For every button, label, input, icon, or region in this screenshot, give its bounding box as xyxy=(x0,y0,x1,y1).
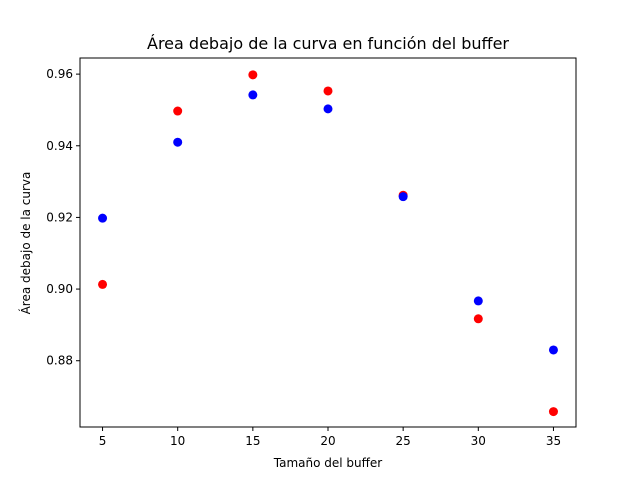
data-point xyxy=(248,90,258,100)
y-tick-label: 0.90 xyxy=(46,282,73,296)
data-point xyxy=(398,192,408,202)
y-axis-label: Área debajo de la curva xyxy=(18,172,33,315)
data-point xyxy=(548,345,558,355)
data-point xyxy=(548,407,558,417)
x-tick-label: 30 xyxy=(471,434,486,448)
data-point xyxy=(248,70,258,80)
x-tick-label: 25 xyxy=(396,434,411,448)
data-point xyxy=(473,314,483,324)
x-tick-label: 5 xyxy=(99,434,107,448)
data-point xyxy=(473,296,483,306)
data-point xyxy=(98,213,108,223)
x-tick-label: 10 xyxy=(170,434,185,448)
x-axis-label: Tamaño del buffer xyxy=(273,456,383,470)
data-point xyxy=(323,104,333,114)
data-point xyxy=(173,106,183,116)
chart-title: Área debajo de la curva en función del b… xyxy=(147,34,509,53)
y-tick-label: 0.92 xyxy=(46,210,73,224)
x-tick-label: 20 xyxy=(320,434,335,448)
y-tick-label: 0.94 xyxy=(46,139,73,153)
x-tick-label: 35 xyxy=(546,434,561,448)
x-tick-label: 15 xyxy=(245,434,260,448)
y-tick-label: 0.88 xyxy=(46,354,73,368)
data-point xyxy=(323,86,333,96)
data-point xyxy=(98,279,108,289)
data-point xyxy=(173,137,183,147)
y-tick-label: 0.96 xyxy=(46,67,73,81)
plot-area: 5 10 15 20 25 30 35 0.88 0.90 0.92 0.94 0.96 xyxy=(46,57,577,448)
